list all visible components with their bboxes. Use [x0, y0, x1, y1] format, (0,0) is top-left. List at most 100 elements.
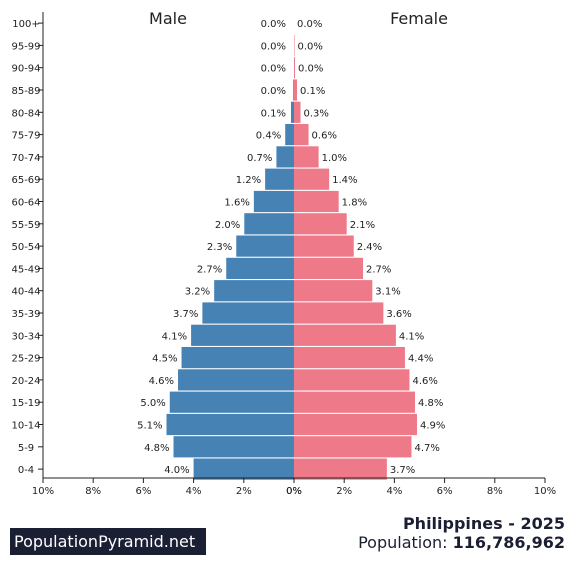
x-tick-label: 10% [32, 486, 54, 497]
age-group-label: 60-64 [11, 198, 40, 209]
male-bar [169, 391, 294, 413]
age-group-label: 85-89 [11, 86, 40, 97]
female-heading: Female [390, 9, 448, 28]
age-group-label: 35-39 [11, 309, 40, 320]
male-bar [226, 257, 294, 279]
female-bars [294, 34, 417, 480]
age-group-label: 15-19 [11, 398, 40, 409]
male-value-label: 2.7% [197, 264, 222, 275]
female-bar [294, 79, 298, 101]
female-bar [294, 369, 410, 391]
female-bar [294, 436, 412, 458]
x-tick-label: 0% [286, 486, 302, 497]
x-tick-label: 8% [85, 486, 101, 497]
country-year-title: Philippines - 2025 [402, 514, 565, 533]
female-value-label: 2.7% [366, 264, 391, 275]
male-bar [285, 124, 294, 146]
female-value-label: 4.9% [420, 421, 445, 432]
male-bar [293, 79, 294, 101]
female-value-label: 2.1% [350, 220, 375, 231]
male-value-label: 0.0% [261, 19, 286, 30]
female-value-label: 0.0% [297, 19, 322, 30]
age-group-label: 75-79 [11, 131, 40, 142]
population-value: 116,786,962 [452, 533, 565, 552]
male-bars [166, 79, 294, 480]
age-group-label: 0-4 [18, 465, 34, 476]
age-group-label: 100+ [12, 19, 39, 30]
male-bar [178, 369, 294, 391]
male-value-label: 5.1% [137, 421, 162, 432]
population-total: Population: 116,786,962 [358, 533, 565, 552]
female-value-label: 0.3% [304, 108, 329, 119]
male-value-label: 0.4% [256, 131, 281, 142]
male-bar [181, 347, 294, 369]
x-tick-label: 2% [336, 486, 352, 497]
male-value-label: 4.6% [149, 376, 174, 387]
male-bar [290, 101, 294, 123]
male-bar [191, 324, 294, 346]
male-value-label: 3.7% [173, 309, 198, 320]
female-bar [294, 324, 396, 346]
female-value-label: 4.8% [418, 398, 443, 409]
female-value-label: 1.0% [322, 153, 347, 164]
age-group-label: 95-99 [11, 41, 40, 52]
female-bar [294, 124, 309, 146]
male-bar [173, 436, 294, 458]
age-group-label: 40-44 [11, 287, 40, 298]
male-bar [265, 168, 294, 190]
male-bar [214, 280, 294, 302]
female-value-label: 0.0% [298, 41, 323, 52]
male-bar [202, 302, 294, 324]
age-group-label: 45-49 [11, 264, 40, 275]
male-value-label: 1.2% [236, 175, 261, 186]
female-bar [294, 190, 339, 213]
female-value-label: 2.4% [357, 242, 382, 253]
x-tick-label: 6% [135, 486, 151, 497]
male-value-label: 1.6% [224, 198, 249, 209]
female-bar [294, 413, 417, 436]
female-value-label: 3.7% [390, 465, 415, 476]
male-value-label: 0.7% [247, 153, 272, 164]
female-bar [294, 213, 347, 235]
female-bar [294, 391, 415, 413]
age-group-label: 90-94 [11, 64, 40, 75]
male-value-label: 4.0% [164, 465, 189, 476]
male-value-label: 0.0% [261, 64, 286, 75]
male-value-label: 2.3% [207, 242, 232, 253]
x-tick-label: 2% [236, 486, 252, 497]
male-value-label: 2.0% [215, 220, 240, 231]
female-value-label: 0.1% [300, 86, 325, 97]
age-group-label: 70-74 [11, 153, 40, 164]
male-bar [166, 413, 294, 436]
female-value-label: 3.1% [375, 287, 400, 298]
male-value-label: 3.2% [185, 287, 210, 298]
male-value-label: 0.0% [261, 86, 286, 97]
female-bar [294, 235, 354, 257]
female-bar [294, 146, 319, 168]
age-group-label: 50-54 [11, 242, 40, 253]
x-tick-label: 8% [487, 486, 503, 497]
male-value-label: 4.5% [152, 354, 177, 365]
site-brand[interactable]: PopulationPyramid.net [10, 528, 206, 555]
x-tick-label: 4% [186, 486, 202, 497]
population-label: Population: [358, 533, 453, 552]
male-value-label: 0.0% [261, 41, 286, 52]
female-value-label: 4.6% [412, 376, 437, 387]
female-value-label: 4.7% [414, 443, 439, 454]
age-group-label: 55-59 [11, 220, 40, 231]
female-bar [294, 168, 330, 190]
age-group-label: 65-69 [11, 175, 40, 186]
female-bar [294, 458, 387, 480]
age-group-label: 20-24 [11, 376, 40, 387]
female-value-label: 0.0% [298, 64, 323, 75]
female-bar [294, 302, 384, 324]
female-value-label: 4.1% [399, 331, 424, 342]
male-bar [276, 146, 294, 168]
female-bar [294, 280, 373, 302]
male-bar [236, 235, 294, 257]
female-value-label: 3.6% [386, 309, 411, 320]
age-group-label: 10-14 [11, 421, 40, 432]
female-bar [294, 257, 364, 279]
age-group-label: 30-34 [11, 331, 40, 342]
male-value-label: 0.1% [261, 108, 286, 119]
